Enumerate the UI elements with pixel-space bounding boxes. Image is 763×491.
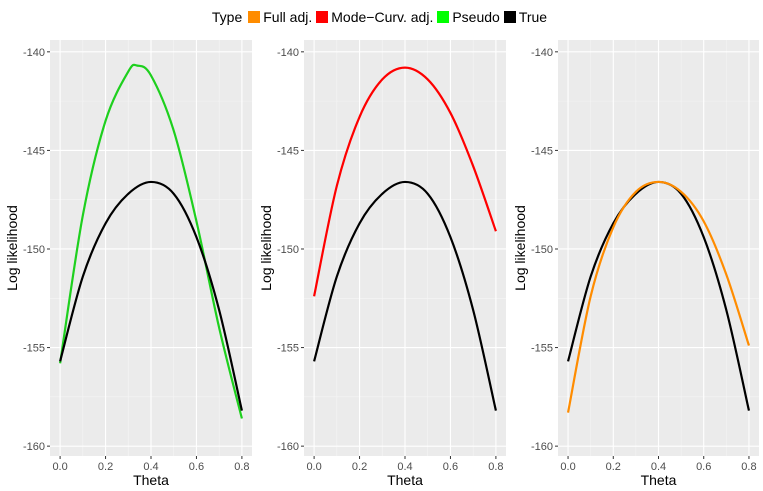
y-tick-label: -155 (23, 343, 45, 355)
y-tick-label: -140 (531, 47, 553, 59)
x-tick-label: 0.0 (52, 461, 67, 473)
y-tick-label: -160 (277, 441, 299, 453)
legend-item-true: True (503, 9, 548, 25)
x-tick-label: 0.2 (98, 461, 113, 473)
panel-1: 0.0 0.2 0.4 0.6 0.8 -140 -145 -150 -155 -160 Theta… (4, 40, 252, 488)
y-tick-label: -155 (531, 343, 553, 355)
legend-label-pseudo: Pseudo (452, 9, 500, 25)
y-tick-label: -160 (531, 441, 553, 453)
x-axis-title: Theta (133, 472, 169, 488)
series-line-full-adj (566, 180, 750, 413)
y-tick-label: -160 (23, 441, 45, 453)
legend-title: Type (211, 9, 243, 25)
x-tick-label: 0.2 (606, 461, 621, 473)
y-tick-label: -145 (277, 145, 299, 157)
y-tick-label: -140 (277, 47, 299, 59)
x-tick-label: 0.2 (352, 461, 367, 473)
legend-label-full-adj: Full adj. (263, 9, 313, 25)
legend-item-pseudo: Pseudo (437, 9, 500, 25)
y-axis-title: Log likelihood (512, 205, 528, 291)
legend-label-true: True (518, 9, 548, 25)
legend-label-mode-curv-adj: Mode−Curv. adj. (331, 9, 434, 25)
y-tick-label: -145 (531, 145, 553, 157)
x-tick-label: 0.8 (488, 461, 503, 473)
x-tick-label: 0.4 (651, 461, 666, 473)
legend-item-mode-curv-adj: Mode−Curv. adj. (316, 9, 433, 25)
panel-3: 0.0 0.2 0.4 0.6 0.8 -140 -145 -150 -155 -160 Theta… (512, 40, 759, 488)
series-line-true (313, 180, 497, 411)
legend-swatch-full-adj (248, 11, 261, 23)
series-line-pseudo (59, 63, 243, 419)
x-tick-label: 0.4 (143, 461, 158, 473)
x-tick-label: 0.6 (443, 461, 458, 473)
series-line-true (59, 180, 243, 411)
x-tick-label: 0.4 (397, 461, 412, 473)
legend-swatch-mode-curv-adj (316, 11, 329, 23)
legend-swatch-true (503, 11, 516, 23)
x-tick-label: 0.8 (234, 461, 249, 473)
x-axis-title: Theta (641, 472, 677, 488)
series-line-mode-curv-adj (313, 66, 497, 297)
x-axis-title: Theta (387, 472, 423, 488)
y-tick-label: -155 (277, 343, 299, 355)
legend-swatch-pseudo (437, 11, 450, 23)
x-tick-label: 0.0 (306, 461, 321, 473)
x-tick-label: 0.6 (189, 461, 204, 473)
y-tick-label: -140 (23, 47, 45, 59)
y-tick-label: -145 (23, 145, 45, 157)
y-axis-title: Log likelihood (4, 205, 20, 291)
y-tick-label: -150 (277, 244, 299, 256)
y-tick-label: -150 (23, 244, 45, 256)
legend-item-full-adj: Full adj. (248, 9, 312, 25)
legend: Type Full adj. Mode−Curv. adj. Pseudo Tr… (0, 6, 763, 28)
x-tick-label: 0.6 (696, 461, 711, 473)
y-axis-title: Log likelihood (258, 205, 274, 291)
x-tick-label: 0.0 (560, 461, 575, 473)
x-tick-label: 0.8 (741, 461, 756, 473)
panel-2: 0.0 0.2 0.4 0.6 0.8 -140 -145 -150 -155 -160 Theta… (258, 40, 506, 488)
y-tick-label: -150 (531, 244, 553, 256)
